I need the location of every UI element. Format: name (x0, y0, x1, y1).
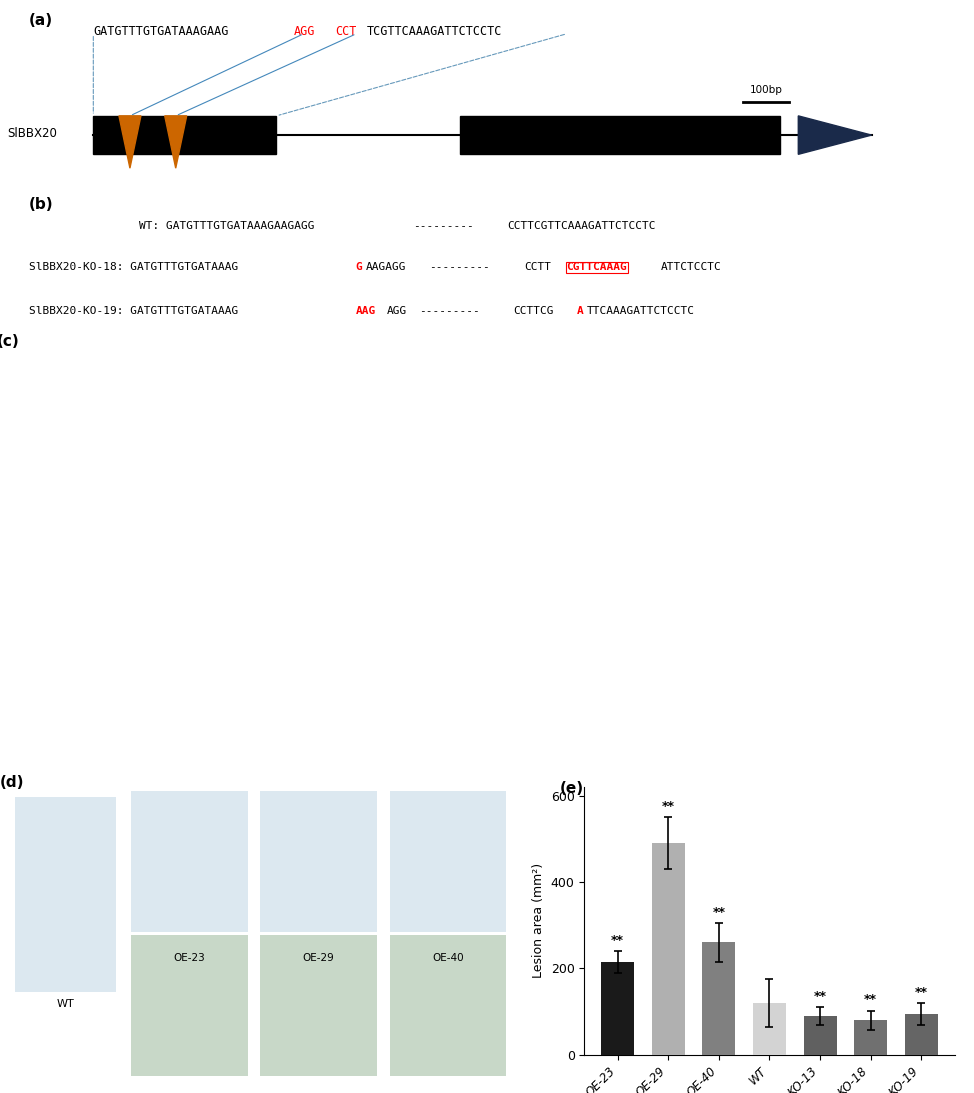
Text: **: ** (661, 800, 675, 813)
Bar (15, 797, 116, 992)
Text: SlBBX20: SlBBX20 (7, 127, 56, 140)
Text: CCTTCGTTCAAAGATTCTCCTC: CCTTCGTTCAAAGATTCTCCTC (507, 221, 656, 232)
Text: ---------: --------- (413, 221, 473, 232)
Text: (d): (d) (0, 775, 24, 790)
Bar (260, 790, 377, 931)
Bar (260, 935, 377, 1076)
Text: CCT: CCT (335, 25, 356, 38)
Text: **: ** (915, 986, 928, 999)
Text: 1 cm: 1 cm (895, 749, 918, 759)
Bar (804, 1015, 837, 1055)
Text: WT: WT (451, 752, 468, 762)
Text: WT: WT (56, 999, 74, 1009)
Text: AGG: AGG (293, 25, 315, 38)
Text: SlBBX20-KO-18: GATGTTTGTGATAAAG: SlBBX20-KO-18: GATGTTTGTGATAAAG (29, 262, 239, 272)
Text: OE-23: OE-23 (95, 752, 128, 762)
Text: ---------: --------- (419, 306, 479, 316)
Text: (a): (a) (29, 13, 54, 27)
Text: OE-29: OE-29 (270, 533, 301, 543)
Text: KO-18: KO-18 (618, 752, 650, 762)
Text: CCTT: CCTT (524, 262, 551, 272)
Bar (131, 790, 247, 931)
Bar (652, 843, 685, 1055)
Bar (753, 1003, 786, 1055)
Text: OE-23: OE-23 (173, 953, 206, 963)
Polygon shape (165, 116, 187, 168)
Text: **: ** (864, 994, 878, 1007)
Bar (390, 790, 506, 931)
Text: CGTTCAAAG: CGTTCAAAG (566, 262, 627, 272)
Text: WT: WT (451, 533, 468, 543)
Text: ATTCTCCTC: ATTCTCCTC (661, 262, 722, 272)
Bar (460, 116, 780, 154)
Text: 1 cm: 1 cm (895, 530, 918, 540)
Bar (854, 1020, 887, 1055)
Text: KO-19: KO-19 (792, 752, 823, 762)
Text: KO-19: KO-19 (792, 533, 823, 543)
Text: ---------: --------- (430, 262, 490, 272)
Bar (905, 1013, 938, 1055)
Text: WT: GATGTTTGTGATAAAGAAGAGG: WT: GATGTTTGTGATAAAGAAGAGG (139, 221, 315, 232)
Text: AAGAGG: AAGAGG (366, 262, 407, 272)
Y-axis label: Lesion area (mm²): Lesion area (mm²) (532, 863, 545, 978)
Text: A: A (577, 306, 583, 316)
Text: AAG: AAG (356, 306, 376, 316)
Text: **: ** (611, 933, 624, 947)
Bar (702, 942, 735, 1055)
Text: **: ** (813, 990, 827, 1003)
Text: 72 hpi: 72 hpi (53, 614, 92, 627)
Bar (131, 935, 247, 1076)
Text: OE-23: OE-23 (95, 533, 128, 543)
Text: 0 hpi: 0 hpi (53, 396, 84, 409)
Text: TCGTTCAAAGATTCTCCTC: TCGTTCAAAGATTCTCCTC (367, 25, 503, 38)
Bar (390, 935, 506, 1076)
Bar (94, 116, 277, 154)
Text: OE-29: OE-29 (270, 752, 301, 762)
Polygon shape (799, 116, 872, 154)
Text: (b): (b) (29, 197, 54, 212)
Text: SlBBX20-KO-19: GATGTTTGTGATAAAG: SlBBX20-KO-19: GATGTTTGTGATAAAG (29, 306, 239, 316)
Text: GATGTTTGTGATAAAGAAG: GATGTTTGTGATAAAGAAG (94, 25, 229, 38)
Text: 100bp: 100bp (750, 85, 783, 95)
Text: TTCAAAGATTCTCCTC: TTCAAAGATTCTCCTC (587, 306, 695, 316)
Text: AGG: AGG (388, 306, 407, 316)
Polygon shape (119, 116, 141, 168)
Text: (c): (c) (0, 333, 19, 349)
Text: KO-18: KO-18 (618, 533, 650, 543)
Text: CCTTCG: CCTTCG (513, 306, 554, 316)
Text: (e): (e) (560, 781, 584, 797)
Text: OE-40: OE-40 (432, 953, 464, 963)
Text: G: G (356, 262, 362, 272)
Text: OE-29: OE-29 (303, 953, 334, 963)
Bar (601, 962, 634, 1055)
Text: **: ** (712, 906, 726, 919)
